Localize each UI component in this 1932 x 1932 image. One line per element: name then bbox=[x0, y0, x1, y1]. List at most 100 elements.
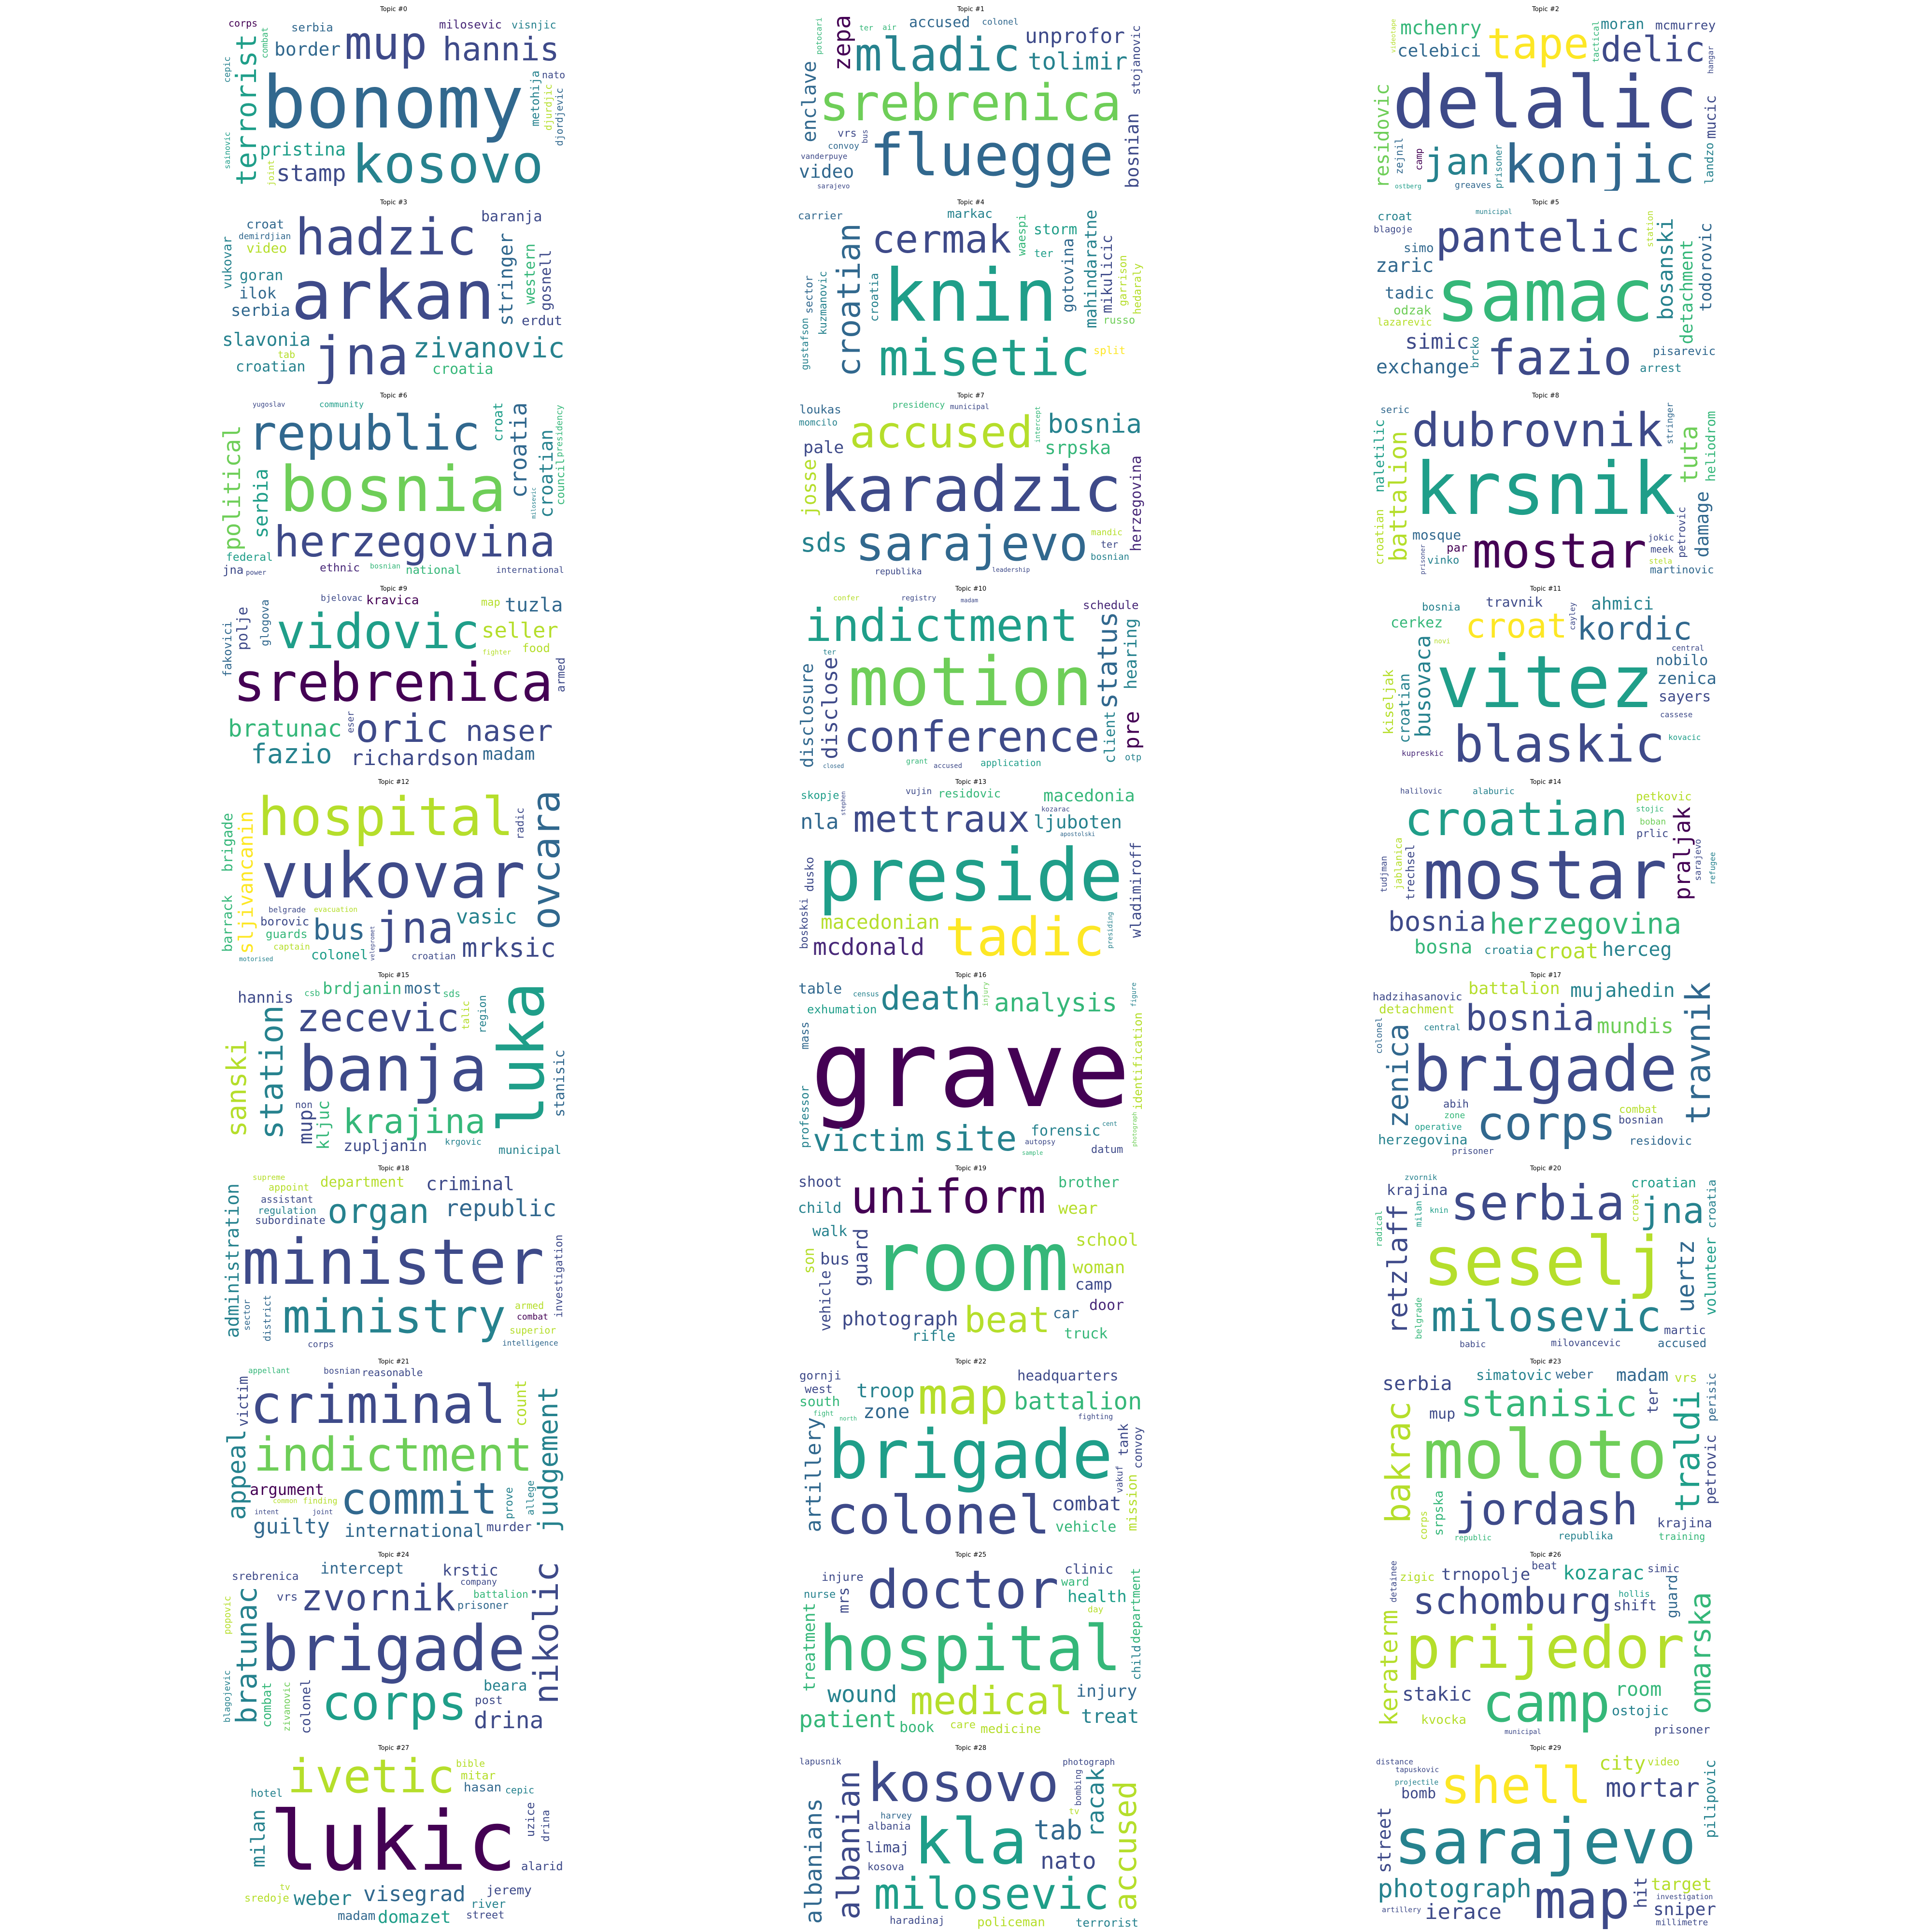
word: limaj bbox=[866, 1839, 909, 1856]
word: harvey bbox=[881, 1811, 912, 1821]
word: sljivancanin bbox=[234, 811, 257, 954]
word: loukas bbox=[799, 403, 841, 416]
word: ter bbox=[823, 648, 837, 656]
word: bosanski bbox=[1653, 218, 1678, 320]
topic-panel: Topic #19 room uniform beat photograph guard s… bbox=[797, 1165, 1145, 1350]
word: prisoner bbox=[1493, 144, 1504, 189]
word: motion bbox=[848, 643, 1093, 722]
word: son bbox=[801, 1248, 818, 1274]
word: hadzihasanovic bbox=[1373, 991, 1463, 1003]
word: argument bbox=[250, 1480, 325, 1499]
word: treatment bbox=[800, 1603, 819, 1692]
word: terrorist bbox=[1076, 1916, 1139, 1930]
word: bosnia bbox=[1388, 906, 1486, 938]
word: vukovar bbox=[261, 839, 526, 912]
word: zivanovic bbox=[413, 331, 565, 364]
word: kordic bbox=[1577, 610, 1692, 647]
word: milosevic bbox=[1431, 1292, 1662, 1341]
word: power bbox=[246, 569, 267, 577]
word: nikolic bbox=[526, 1562, 566, 1705]
word: mettraux bbox=[853, 797, 1030, 840]
word: apostolski bbox=[1060, 831, 1095, 838]
word: madam bbox=[1616, 1366, 1669, 1385]
word: child bbox=[798, 1200, 842, 1217]
word: autopsy bbox=[1025, 1137, 1056, 1146]
word: common bbox=[273, 1497, 298, 1505]
word: serbia bbox=[1382, 1373, 1452, 1395]
word: vitez bbox=[1436, 640, 1654, 724]
word: tank bbox=[1115, 1423, 1131, 1456]
word: hangar bbox=[1706, 46, 1715, 74]
word: tv bbox=[1069, 1806, 1080, 1817]
word: landzo bbox=[1703, 142, 1716, 185]
word: macedonia bbox=[1043, 786, 1135, 806]
word: river bbox=[471, 1897, 506, 1911]
word: bomb bbox=[1401, 1785, 1436, 1802]
word: belgrade bbox=[269, 905, 306, 914]
word: praljak bbox=[1669, 807, 1695, 900]
word: zone bbox=[1444, 1110, 1465, 1121]
word: bosnian bbox=[324, 1366, 360, 1376]
word: truck bbox=[1064, 1325, 1108, 1342]
word: combat bbox=[1051, 1493, 1122, 1515]
word: station bbox=[1645, 211, 1655, 247]
word: heliodrom bbox=[1704, 411, 1719, 482]
word: drina bbox=[540, 1810, 552, 1842]
word: vinko bbox=[1427, 554, 1460, 567]
word: beat bbox=[964, 1299, 1051, 1341]
word: stojanovic bbox=[1129, 25, 1143, 95]
word: zejnil bbox=[1393, 138, 1405, 174]
word: jan bbox=[1424, 140, 1491, 183]
word: fakovici bbox=[221, 621, 234, 677]
word: prisoner bbox=[1654, 1723, 1710, 1736]
word: simic bbox=[1405, 329, 1469, 354]
word: kiseljak bbox=[1380, 669, 1396, 735]
word: accused bbox=[1108, 1781, 1144, 1911]
word: car bbox=[1053, 1305, 1080, 1322]
topic-panel: Topic #6 bosnia herzegovina republic croatia… bbox=[220, 392, 568, 577]
word: mucic bbox=[1703, 95, 1719, 139]
word: martinovic bbox=[1650, 564, 1714, 576]
word: sector bbox=[242, 1299, 252, 1331]
word: sarajevo bbox=[817, 183, 850, 190]
word: velepromet bbox=[369, 926, 376, 961]
word: brigade bbox=[261, 1612, 526, 1685]
topic-panel: Topic #17 brigade corps bosnia travnik zenica… bbox=[1372, 972, 1719, 1157]
word: unprofor bbox=[1025, 24, 1125, 48]
word: jeremy bbox=[486, 1883, 532, 1898]
word: fluegge bbox=[869, 122, 1114, 189]
word: prisoner bbox=[1452, 1146, 1494, 1156]
word: injure bbox=[822, 1570, 864, 1584]
word: uzice bbox=[524, 1802, 537, 1837]
word: preside bbox=[818, 834, 1123, 918]
word: day bbox=[1088, 1605, 1104, 1615]
word: disclose bbox=[818, 657, 842, 759]
word: tolimir bbox=[1028, 48, 1128, 75]
word: momcilo bbox=[799, 417, 838, 428]
word: prlic bbox=[1636, 828, 1669, 840]
word: kljuc bbox=[314, 1100, 333, 1150]
word: pale bbox=[803, 438, 844, 457]
word: medicine bbox=[980, 1722, 1041, 1736]
word: air bbox=[882, 23, 896, 32]
word: racak bbox=[1082, 1768, 1109, 1838]
word: republic bbox=[248, 405, 481, 461]
word: omarska bbox=[1684, 1592, 1718, 1714]
word-cloud: vitez blaskic croat kordic busovaca ahmici zen… bbox=[1372, 593, 1719, 770]
word: croat bbox=[1378, 210, 1413, 223]
word: milosevic bbox=[530, 487, 537, 519]
word: detachment bbox=[1677, 240, 1697, 344]
word: tactical bbox=[1591, 21, 1601, 63]
word: map bbox=[481, 597, 500, 609]
word: schedule bbox=[1083, 598, 1139, 612]
word: millimetre bbox=[1656, 1918, 1708, 1928]
word: allege bbox=[525, 1480, 536, 1516]
word: nato bbox=[1040, 1847, 1096, 1875]
word: intelligence bbox=[502, 1338, 558, 1348]
word: jokic bbox=[1648, 533, 1675, 543]
word: zvornik bbox=[301, 1576, 456, 1619]
word: table bbox=[798, 980, 842, 997]
word: srebrenica bbox=[232, 1570, 299, 1583]
word: domazet bbox=[378, 1907, 451, 1927]
word: kosovo bbox=[867, 1752, 1059, 1814]
